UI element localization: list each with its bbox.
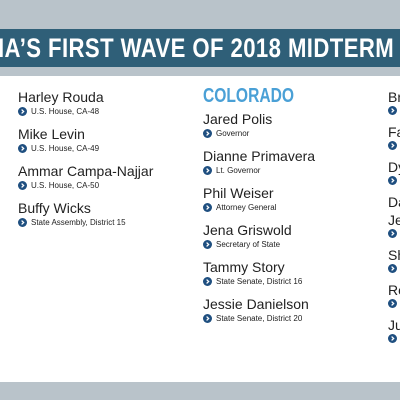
- office-line: U.S. House, CA-49: [18, 143, 153, 154]
- arrow-icon: [388, 334, 397, 343]
- office: Governor: [216, 129, 250, 138]
- arrow-icon: [203, 314, 212, 323]
- arrow-icon: [388, 229, 397, 238]
- office-line: [388, 141, 400, 150]
- arrow-icon: [18, 144, 27, 153]
- office: State Senate, District 20: [216, 314, 303, 323]
- candidate-name: Jared Polis: [203, 111, 273, 127]
- candidate-name: Dianne Primavera: [203, 148, 316, 164]
- endorsement: Dianne Primavera Lt. Governor: [203, 147, 320, 176]
- candidate-name: Da: [388, 194, 400, 210]
- office: Attorney General: [216, 203, 277, 212]
- candidate-name: Harley Rouda: [18, 89, 104, 105]
- endorsement: Harley Rouda U.S. House, CA-48: [18, 88, 153, 117]
- arrow-icon: [203, 166, 212, 175]
- state-heading: COLORADO: [203, 85, 295, 107]
- candidate-name: Je: [388, 212, 400, 228]
- column: Harley Rouda U.S. House, CA-48 Mike Levin U…: [18, 88, 153, 236]
- arrow-icon: [388, 299, 397, 308]
- office-line: Lt. Governor: [203, 165, 320, 176]
- office-line: U.S. House, CA-48: [18, 106, 153, 117]
- candidate-name: Mike Levin: [18, 126, 85, 142]
- office-line: [388, 264, 400, 273]
- endorsement: Dy: [388, 158, 400, 185]
- office: Lt. Governor: [216, 166, 261, 175]
- endorsement: Jared Polis Governor: [203, 110, 320, 139]
- office-line: Secretary of State: [203, 239, 320, 250]
- arrow-icon: [203, 203, 212, 212]
- arrow-icon: [203, 129, 212, 138]
- candidate-name: Br: [388, 89, 400, 105]
- candidate-name: Buffy Wicks: [18, 200, 91, 216]
- candidate-name: Dy: [388, 159, 400, 175]
- arrow-icon: [388, 141, 397, 150]
- arrow-icon: [203, 240, 212, 249]
- candidate-name: Tammy Story: [203, 259, 285, 275]
- candidate-name: Jena Griswold: [203, 222, 292, 238]
- candidate-name: Ammar Campa-Najjar: [18, 163, 154, 179]
- endorsement: Ammar Campa-Najjar U.S. House, CA-50: [18, 162, 153, 191]
- office-line: State Assembly, District 15: [18, 217, 153, 228]
- endorsement: Phil Weiser Attorney General: [203, 184, 320, 213]
- office-line: Attorney General: [203, 202, 320, 213]
- office-line: [388, 106, 400, 115]
- arrow-icon: [18, 107, 27, 116]
- endorsement: Buffy Wicks State Assembly, District 15: [18, 199, 153, 228]
- endorsement: Jessie Danielson State Senate, District 2…: [203, 295, 320, 324]
- office-line: [388, 299, 400, 308]
- endorsement: Br: [388, 88, 400, 115]
- candidate-name: Ju: [388, 317, 400, 333]
- title: IA’S FIRST WAVE OF 2018 MIDTERM ENDORS: [0, 33, 400, 63]
- office-line: U.S. House, CA-50: [18, 180, 153, 191]
- office-line: [388, 176, 400, 185]
- column: Br Fa Dy Da Je Sh Ro Ju: [388, 88, 400, 351]
- office: U.S. House, CA-48: [31, 107, 100, 116]
- office: U.S. House, CA-49: [31, 144, 100, 153]
- endorsement: Ro: [388, 281, 400, 308]
- endorsement: Fa: [388, 123, 400, 150]
- candidate-name: Ro: [388, 282, 400, 298]
- endorsement: Sh: [388, 246, 400, 273]
- candidate-name: Fa: [388, 124, 400, 140]
- office: Secretary of State: [216, 240, 281, 249]
- arrow-icon: [388, 264, 397, 273]
- office: State Assembly, District 15: [31, 218, 126, 227]
- endorsement: Ju: [388, 316, 400, 343]
- office-line: [388, 334, 400, 343]
- candidate-name: Sh: [388, 247, 400, 263]
- arrow-icon: [388, 176, 397, 185]
- arrow-icon: [18, 218, 27, 227]
- office: State Senate, District 16: [216, 277, 303, 286]
- office-line: [388, 229, 400, 238]
- candidate-name: Phil Weiser: [203, 185, 274, 201]
- office-line: Governor: [203, 128, 320, 139]
- office-line: State Senate, District 20: [203, 313, 320, 324]
- endorsement: Jena Griswold Secretary of State: [203, 221, 320, 250]
- column: COLORADO Jared Polis Governor Dianne Primav…: [203, 85, 320, 332]
- office: U.S. House, CA-50: [31, 181, 100, 190]
- banner: IA’S FIRST WAVE OF 2018 MIDTERM ENDORS: [0, 29, 400, 67]
- panel: [0, 76, 400, 382]
- endorsement: Tammy Story State Senate, District 16: [203, 258, 320, 287]
- office-line: State Senate, District 16: [203, 276, 320, 287]
- arrow-icon: [203, 277, 212, 286]
- endorsement: Da Je: [388, 193, 400, 238]
- candidate-name: Jessie Danielson: [203, 296, 309, 312]
- endorsement: Mike Levin U.S. House, CA-49: [18, 125, 153, 154]
- arrow-icon: [18, 181, 27, 190]
- arrow-icon: [388, 106, 397, 115]
